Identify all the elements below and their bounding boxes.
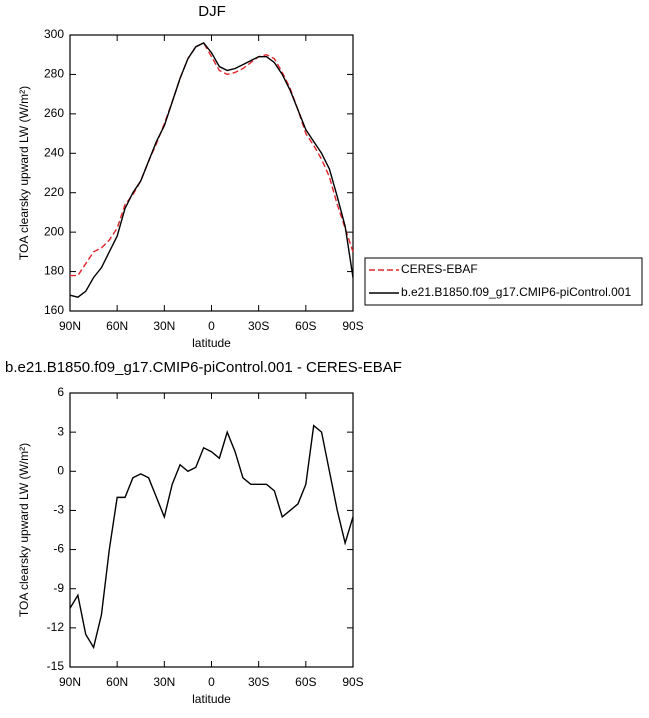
y-tick-label: 3 [57,424,64,438]
x-tick-label: 90N [59,675,81,689]
y-tick-label: -6 [53,542,64,556]
series-line [69,424,354,650]
x-tick-label: 30N [153,319,175,333]
chart-title: b.e21.B1850.f09_g17.CMIP6-piControl.001 … [5,359,402,376]
x-tick-label: 30S [248,675,269,689]
x-axis-label: latitude [192,692,231,706]
x-tick-label: 90S [342,319,363,333]
y-tick-label: 160 [44,303,64,317]
y-tick-label: 300 [44,27,64,41]
x-tick-label: 60S [295,319,316,333]
y-tick-label: 220 [44,185,64,199]
y-axis-label: TOA clearsky upward LW (W/m²) [17,443,31,617]
x-tick-label: 0 [208,319,215,333]
y-tick-label: 180 [44,264,64,278]
y-tick-label: -12 [47,620,65,634]
legend-box [364,257,643,306]
plot-frame [69,34,354,312]
y-tick-label: -9 [53,581,64,595]
chart-title: DJF [198,3,226,20]
y-tick-label: 280 [44,67,64,81]
x-axis-label: latitude [192,336,231,350]
y-tick-label: 260 [44,106,64,120]
x-tick-label: 30S [248,319,269,333]
series-line [69,42,354,298]
y-tick-label: -3 [53,503,64,517]
x-tick-label: 60S [295,675,316,689]
x-tick-label: 60N [106,675,128,689]
y-tick-label: 200 [44,224,64,238]
x-tick-label: 0 [208,675,215,689]
y-tick-label: -15 [47,659,65,673]
x-tick-label: 90N [59,319,81,333]
y-tick-label: 6 [57,385,64,399]
legend-label: b.e21.B1850.f09_g17.CMIP6-piControl.001 [401,285,631,299]
y-axis-label: TOA clearsky upward LW (W/m²) [17,86,31,260]
legend-label: CERES-EBAF [401,262,478,276]
x-tick-label: 60N [106,319,128,333]
x-tick-label: 30N [153,675,175,689]
y-tick-label: 240 [44,145,64,159]
series-line [70,41,354,277]
x-tick-label: 90S [342,675,363,689]
y-tick-label: 0 [57,463,64,477]
